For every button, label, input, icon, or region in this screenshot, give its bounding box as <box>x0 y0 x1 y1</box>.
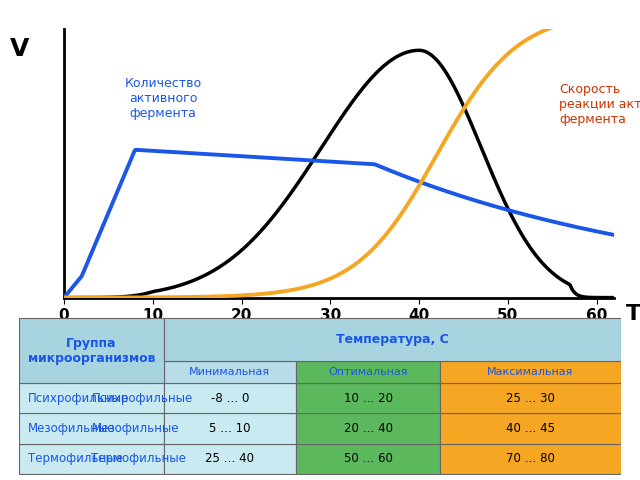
Text: 5 … 10: 5 … 10 <box>209 422 250 435</box>
Text: -8 … 0: -8 … 0 <box>211 392 249 405</box>
Text: 70 … 80: 70 … 80 <box>506 452 555 465</box>
Text: Количество
активного
фермента: Количество активного фермента <box>125 77 202 120</box>
Text: 50 … 60: 50 … 60 <box>344 452 392 465</box>
Text: T: T <box>625 304 640 324</box>
Text: 25 … 30: 25 … 30 <box>506 392 555 405</box>
Text: Группа
микроорганизмов: Группа микроорганизмов <box>28 337 155 365</box>
Bar <box>164 318 621 361</box>
Bar <box>19 413 164 444</box>
Text: Психрофильные: Психрофильные <box>92 392 193 405</box>
Bar <box>296 413 440 444</box>
Text: Максимальная: Максимальная <box>488 367 573 377</box>
Bar <box>19 444 164 474</box>
Text: Температура, С: Температура, С <box>336 333 449 346</box>
Bar <box>164 384 296 413</box>
Text: 40 … 45: 40 … 45 <box>506 422 555 435</box>
Text: Мезофильные: Мезофильные <box>28 422 116 435</box>
Bar <box>296 444 440 474</box>
Bar <box>440 384 621 413</box>
Text: Мезофильные: Мезофильные <box>92 422 179 435</box>
Bar <box>440 361 621 384</box>
Bar <box>164 413 296 444</box>
Text: Психрофильные: Психрофильные <box>28 392 129 405</box>
Text: V: V <box>10 37 29 61</box>
Text: 20 … 40: 20 … 40 <box>344 422 392 435</box>
Text: Термофильные: Термофильные <box>92 452 186 465</box>
Text: 25 … 40: 25 … 40 <box>205 452 254 465</box>
Text: Скорость
реакции активного
фермента: Скорость реакции активного фермента <box>559 83 640 126</box>
Bar <box>164 444 296 474</box>
Text: 10 … 20: 10 … 20 <box>344 392 392 405</box>
Bar <box>296 384 440 413</box>
Text: Оптимальная: Оптимальная <box>328 367 408 377</box>
Text: Минимальная: Минимальная <box>189 367 270 377</box>
Bar <box>440 444 621 474</box>
Bar <box>164 361 296 384</box>
Bar <box>19 318 164 384</box>
Bar <box>19 384 164 413</box>
Bar <box>296 361 440 384</box>
Text: Термофильные: Термофильные <box>28 452 123 465</box>
Bar <box>440 413 621 444</box>
